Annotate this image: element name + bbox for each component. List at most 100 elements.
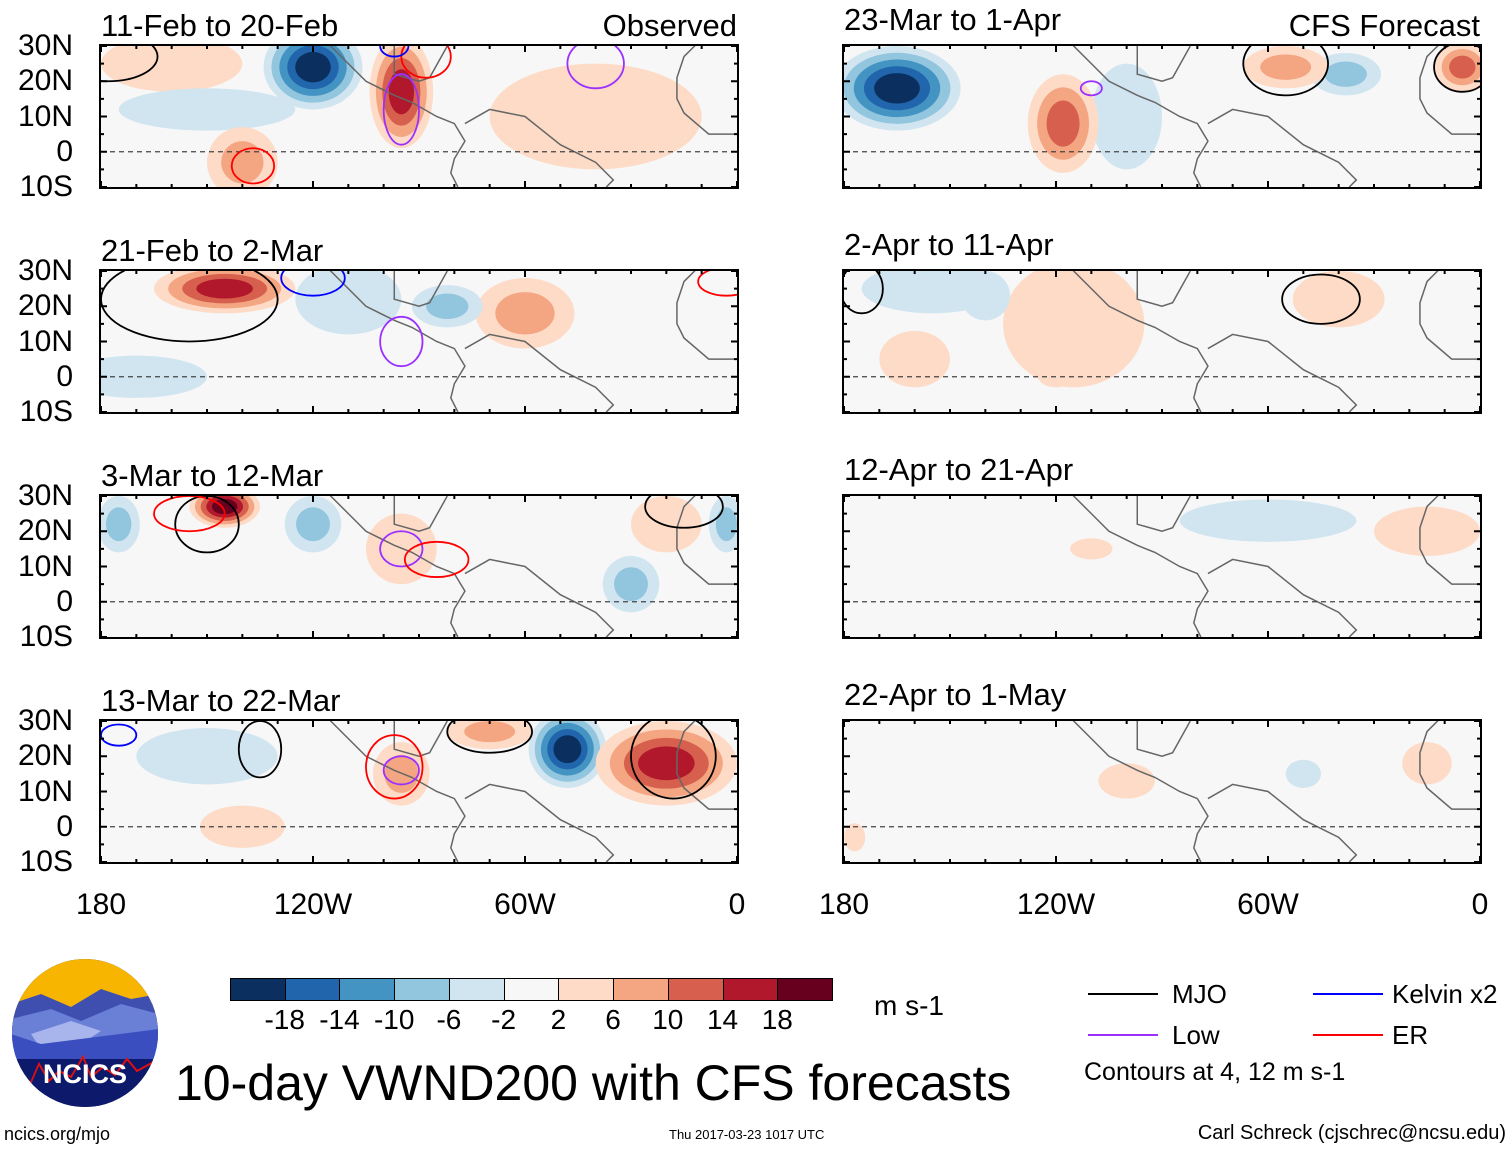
lat-label: 10S xyxy=(19,845,73,878)
coastline-americas xyxy=(329,46,466,187)
colorbar-swatch xyxy=(613,978,669,1001)
panel-title: 2-Apr to 11-Apr xyxy=(844,227,1054,262)
map-panel xyxy=(842,719,1482,864)
coastline-south-america xyxy=(1207,108,1358,187)
lat-label: 10N xyxy=(17,99,73,133)
colorbar-tick-label: -18 xyxy=(264,1004,305,1035)
legend-line-kelvin xyxy=(1313,993,1383,995)
coastline-gulf xyxy=(1136,496,1191,533)
lat-label: 0 xyxy=(56,809,73,843)
contour-er xyxy=(400,46,452,79)
panel-title: 12-Apr to 21-Apr xyxy=(844,452,1074,487)
coastline-gulf xyxy=(393,721,448,758)
colorbar-swatch xyxy=(558,978,615,1001)
contour-er xyxy=(230,147,276,185)
contour-er xyxy=(403,540,470,578)
coastline-gulf xyxy=(1136,721,1191,758)
logo-text: NCICS xyxy=(43,1059,127,1089)
coastline-south-america xyxy=(464,783,615,862)
map-panel xyxy=(99,494,739,639)
anomaly-shading xyxy=(1434,46,1480,92)
map-panel xyxy=(99,719,739,864)
colorbar-tick-label: -10 xyxy=(373,1004,415,1035)
contour-mjo xyxy=(101,271,279,343)
lat-label: 30N xyxy=(17,254,73,287)
coastline-africa xyxy=(1419,46,1480,135)
lat-label: 0 xyxy=(56,134,73,168)
map-panel xyxy=(842,44,1482,189)
anomaly-shading xyxy=(528,721,607,788)
anomaly-level xyxy=(715,507,737,542)
lat-label: 20N xyxy=(17,514,73,548)
coastline-americas xyxy=(329,721,466,862)
lat-label: 20N xyxy=(17,64,73,98)
coastline-americas xyxy=(1072,271,1209,412)
anomaly-level xyxy=(879,330,950,388)
colorbar-tick-label: 18 xyxy=(761,1004,793,1035)
anomaly-level xyxy=(1324,61,1367,87)
anomaly-level xyxy=(614,567,648,602)
contour-kelvin xyxy=(379,46,410,58)
anomaly-level xyxy=(101,355,207,398)
coastline-south-america xyxy=(1207,558,1358,637)
coastline-south-america xyxy=(1207,783,1358,862)
lon-label: 0 xyxy=(728,888,746,921)
anomaly-shading xyxy=(1091,63,1162,170)
anomaly-shading xyxy=(1003,271,1145,388)
coastline-africa xyxy=(1419,271,1480,360)
colorbar-swatch xyxy=(503,978,560,1001)
colorbar-tick-label: -2 xyxy=(491,1004,517,1035)
coastline-south-america xyxy=(464,108,615,187)
colorbar-tick-label: 6 xyxy=(605,1004,621,1035)
anomaly-shading xyxy=(708,496,737,553)
anomaly-shading xyxy=(631,496,702,553)
anomaly-level xyxy=(295,271,402,335)
coastline-africa xyxy=(1419,721,1480,810)
colorbar-swatch xyxy=(230,978,286,1001)
lat-label: 30N xyxy=(17,479,73,512)
contour-low xyxy=(379,530,424,568)
colorbar-tick-label: -14 xyxy=(319,1004,360,1035)
anomaly-level xyxy=(1179,499,1357,542)
anomaly-level xyxy=(296,507,330,542)
panel-title: 21-Feb to 2-Mar xyxy=(101,233,324,268)
panel-title: 13-Mar to 22-Mar xyxy=(101,683,341,718)
contour-mjo xyxy=(446,721,533,754)
coastline-africa xyxy=(676,46,737,135)
contour-low xyxy=(379,315,424,368)
anomaly-level xyxy=(638,746,695,781)
lat-label: 10N xyxy=(17,774,73,808)
lat-label: 10N xyxy=(17,324,73,358)
colorbar-swatch xyxy=(448,978,505,1001)
coastline-africa xyxy=(1419,496,1480,585)
anomaly-level xyxy=(553,735,582,764)
anomaly-shading xyxy=(1374,506,1480,556)
anomaly-shading xyxy=(263,46,363,110)
anomaly-shading xyxy=(1243,46,1329,89)
coastline-south-america xyxy=(464,558,615,637)
footer-author: Carl Schreck (cjschrec@ncsu.edu) xyxy=(1197,1122,1506,1144)
anomaly-level xyxy=(1374,506,1480,556)
contour-low xyxy=(382,755,420,786)
coastline-americas xyxy=(1072,496,1209,637)
lat-label: 10S xyxy=(19,170,73,203)
anomaly-shading xyxy=(844,46,961,131)
anomaly-level xyxy=(118,88,296,131)
contour-er xyxy=(365,734,424,800)
anomaly-shading xyxy=(602,555,660,613)
contour-mjo xyxy=(644,496,724,529)
footer-url[interactable]: ncics.org/mjo xyxy=(4,1124,111,1144)
colorbar-tick-label: 10 xyxy=(652,1004,684,1035)
anomaly-shading xyxy=(447,721,533,750)
lat-label: 0 xyxy=(56,584,73,618)
figure-title: 10-day VWND200 with CFS forecasts xyxy=(175,1055,1012,1111)
anomaly-level xyxy=(105,507,132,542)
legend-label-mjo: MJO xyxy=(1172,979,1227,1009)
legend-label-kelvin: Kelvin x2 xyxy=(1392,979,1498,1009)
anomaly-level xyxy=(874,73,920,104)
anomaly-shading xyxy=(295,271,402,335)
anomaly-level xyxy=(489,63,702,170)
coastline-americas xyxy=(329,496,466,637)
colorbar-swatch xyxy=(777,978,833,1001)
lat-label: 30N xyxy=(17,704,73,737)
